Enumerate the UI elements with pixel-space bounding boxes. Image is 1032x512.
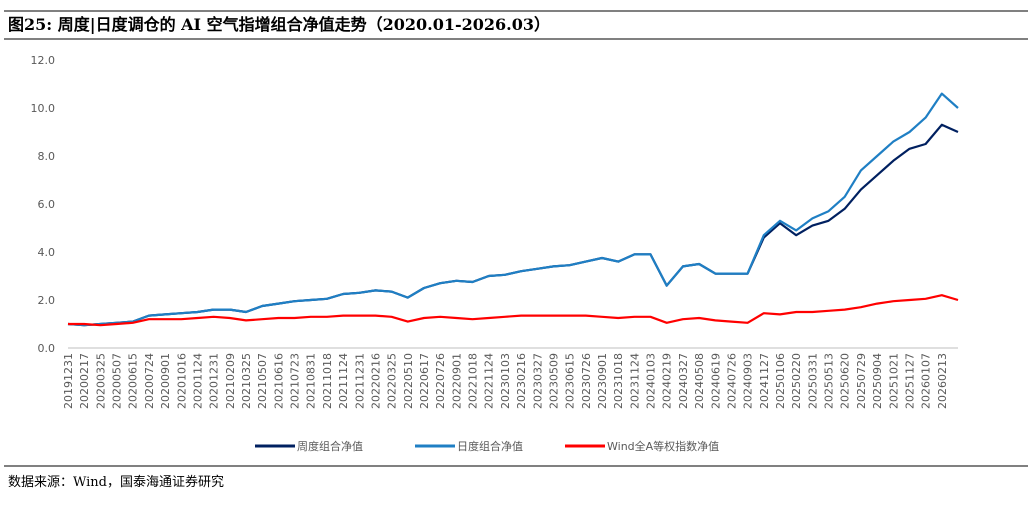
x-tick-label: 20241127	[758, 353, 771, 409]
x-tick-label: 20200724	[143, 353, 156, 409]
x-tick-label: 20201016	[175, 353, 188, 409]
x-tick-label: 20210723	[289, 353, 302, 409]
x-tick-label: 20250729	[855, 353, 868, 409]
x-tick-label: 20200615	[127, 353, 140, 409]
y-tick-label: 4.0	[38, 246, 56, 259]
x-tick-label: 20201231	[208, 353, 221, 409]
x-tick-label: 20250904	[871, 353, 884, 409]
x-tick-label: 20250513	[823, 353, 836, 409]
x-tick-label: 20210325	[240, 353, 253, 409]
x-tick-label: 20240103	[645, 353, 658, 409]
x-tick-label: 20240726	[725, 353, 738, 409]
x-tick-label: 20230509	[547, 353, 560, 409]
x-tick-label: 20220726	[434, 353, 447, 409]
x-tick-label: 20200507	[111, 353, 124, 409]
x-tick-label: 20210507	[256, 353, 269, 409]
x-tick-label: 20231124	[628, 353, 641, 409]
x-tick-label: 20221018	[467, 353, 480, 409]
x-tick-label: 20220325	[386, 353, 399, 409]
y-tick-label: 10.0	[31, 102, 56, 115]
x-tick-label: 20220510	[402, 353, 415, 409]
y-tick-label: 0.0	[38, 342, 56, 355]
x-tick-label: 20220901	[450, 353, 463, 409]
legend-label: 周度组合净值	[297, 439, 363, 453]
x-tick-label: 20230327	[531, 353, 544, 409]
x-tick-label: 20250220	[790, 353, 803, 409]
x-tick-label: 20211018	[321, 353, 334, 409]
x-tick-label: 20201124	[191, 353, 204, 409]
x-tick-label: 20260107	[920, 353, 933, 409]
y-tick-label: 8.0	[38, 150, 56, 163]
x-tick-label: 20191231	[62, 353, 75, 409]
legend-label: Wind全A等权指数净值	[607, 439, 719, 453]
x-tick-label: 20250106	[774, 353, 787, 409]
x-tick-label: 20240327	[677, 353, 690, 409]
figure-title: 图25: 周度|日度调仓的 AI 空气指增组合净值走势（2020.01-2026…	[8, 15, 550, 34]
x-tick-label: 20230615	[564, 353, 577, 409]
legend-label: 日度组合净值	[457, 439, 523, 453]
source-note: 数据来源：Wind，国泰海通证券研究	[8, 474, 224, 490]
x-tick-label: 20260213	[936, 353, 949, 409]
series-line	[67, 92, 959, 327]
y-tick-label: 12.0	[31, 54, 56, 67]
x-tick-label: 20251127	[903, 353, 916, 409]
y-tick-label: 2.0	[38, 294, 56, 307]
y-tick-label: 6.0	[38, 198, 56, 211]
x-tick-label: 20250331	[806, 353, 819, 409]
x-tick-label: 20200217	[78, 353, 91, 409]
x-tick-label: 20240903	[742, 353, 755, 409]
x-tick-label: 20230901	[596, 353, 609, 409]
x-tick-label: 20210209	[224, 353, 237, 409]
x-tick-label: 20211231	[353, 353, 366, 409]
x-tick-label: 20251021	[887, 353, 900, 409]
x-tick-label: 20240619	[709, 353, 722, 409]
x-tick-label: 20220216	[369, 353, 382, 409]
x-tick-label: 20200901	[159, 353, 172, 409]
x-tick-label: 20250620	[839, 353, 852, 409]
x-tick-label: 20230726	[580, 353, 593, 409]
x-tick-label: 20230216	[515, 353, 528, 409]
x-tick-label: 20240219	[661, 353, 674, 409]
x-tick-label: 20240508	[693, 353, 706, 409]
x-tick-label: 20231018	[612, 353, 625, 409]
x-tick-label: 20210616	[272, 353, 285, 409]
series-line	[67, 123, 959, 327]
x-tick-label: 20220617	[418, 353, 431, 409]
series-line	[68, 294, 959, 327]
x-tick-label: 20230103	[499, 353, 512, 409]
x-tick-label: 20211124	[337, 353, 350, 409]
x-tick-label: 20210831	[305, 353, 318, 409]
x-tick-label: 20221124	[483, 353, 496, 409]
x-tick-label: 20200325	[94, 353, 107, 409]
